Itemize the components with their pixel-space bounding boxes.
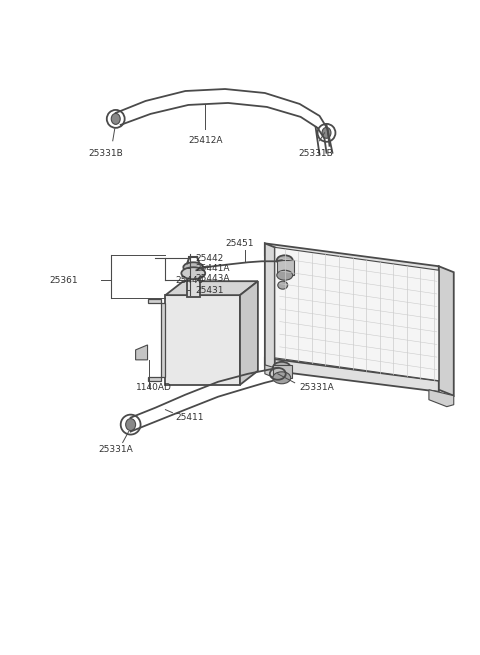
Polygon shape	[265, 244, 439, 278]
Text: 25331B: 25331B	[88, 149, 123, 158]
Ellipse shape	[273, 372, 291, 384]
Text: 25331A: 25331A	[98, 445, 133, 453]
Ellipse shape	[111, 113, 120, 124]
Ellipse shape	[322, 127, 331, 138]
Polygon shape	[265, 358, 439, 392]
Polygon shape	[439, 267, 454, 396]
Text: 25451: 25451	[226, 239, 254, 248]
Polygon shape	[147, 299, 166, 381]
Polygon shape	[166, 281, 258, 295]
Polygon shape	[265, 244, 275, 370]
Polygon shape	[277, 260, 294, 275]
Polygon shape	[275, 248, 439, 381]
Text: 25411: 25411	[175, 413, 204, 422]
Ellipse shape	[273, 362, 291, 374]
Ellipse shape	[181, 267, 205, 279]
Text: 25440: 25440	[175, 276, 204, 285]
Polygon shape	[265, 365, 275, 378]
Text: 25361: 25361	[49, 276, 78, 285]
Ellipse shape	[278, 281, 288, 289]
Ellipse shape	[277, 271, 293, 280]
Text: 25331A: 25331A	[300, 383, 335, 392]
Polygon shape	[136, 345, 147, 360]
Polygon shape	[273, 365, 292, 378]
Text: 25443A: 25443A	[195, 274, 230, 283]
Ellipse shape	[277, 255, 293, 265]
Text: 25441A: 25441A	[195, 264, 230, 272]
Text: 25412A: 25412A	[188, 136, 222, 145]
Ellipse shape	[126, 419, 136, 430]
Text: 25442: 25442	[195, 253, 224, 263]
Polygon shape	[429, 390, 454, 407]
Text: 25431: 25431	[195, 286, 224, 295]
Text: 1140AD: 1140AD	[136, 383, 171, 392]
Ellipse shape	[183, 262, 203, 272]
Polygon shape	[187, 267, 200, 297]
Text: 25331B: 25331B	[298, 149, 333, 158]
Polygon shape	[240, 281, 258, 384]
Polygon shape	[166, 295, 240, 384]
